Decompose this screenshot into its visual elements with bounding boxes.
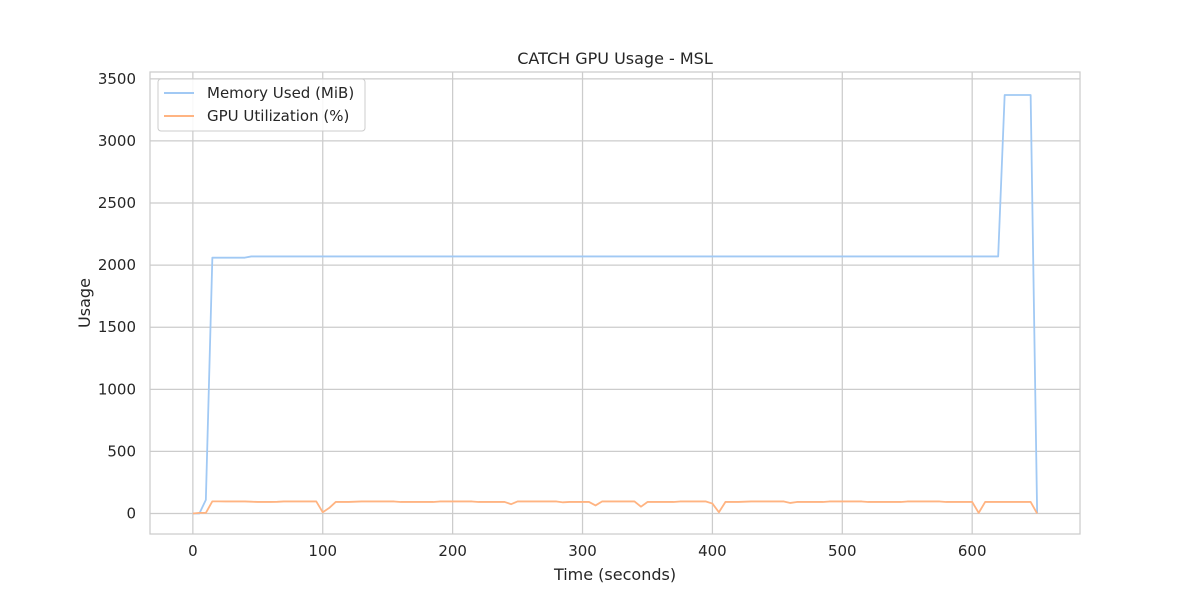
series-layer <box>192 94 1039 515</box>
y-tick-label: 1500 <box>98 318 136 336</box>
x-tick-label: 600 <box>958 542 987 560</box>
grid-layer <box>150 72 1080 534</box>
y-tick-label: 3000 <box>98 132 136 150</box>
legend: Memory Used (MiB) GPU Utilization (%) <box>157 78 366 132</box>
series-line-memory-used <box>192 94 1039 515</box>
x-axis-title: Time (seconds) <box>553 565 676 584</box>
plot-frame <box>149 71 1081 535</box>
x-tick-label: 0 <box>188 542 198 560</box>
y-tick-label: 500 <box>107 442 136 460</box>
x-tick-label: 300 <box>568 542 597 560</box>
x-tick-label: 200 <box>438 542 467 560</box>
y-tick-label: 0 <box>126 505 136 523</box>
y-tick-label: 3500 <box>98 70 136 88</box>
chart-title: CATCH GPU Usage - MSL <box>517 49 713 68</box>
y-axis-title: Usage <box>75 278 94 328</box>
legend-items: Memory Used (MiB) GPU Utilization (%) <box>164 84 354 125</box>
y-tick-label: 1000 <box>98 380 136 398</box>
series-line-gpu-utilization <box>192 500 1038 515</box>
legend-box <box>157 78 366 132</box>
x-tick-label: 500 <box>828 542 857 560</box>
legend-label: GPU Utilization (%) <box>207 107 349 125</box>
y-tick-label: 2000 <box>98 256 136 274</box>
y-tick-label: 2500 <box>98 194 136 212</box>
tick-layer: 0 100 200 300 400 500 600 0 500 1000 1500 2000 2500 3… <box>98 70 987 560</box>
legend-label: Memory Used (MiB) <box>207 84 354 102</box>
x-tick-label: 400 <box>698 542 727 560</box>
x-tick-label: 100 <box>308 542 337 560</box>
